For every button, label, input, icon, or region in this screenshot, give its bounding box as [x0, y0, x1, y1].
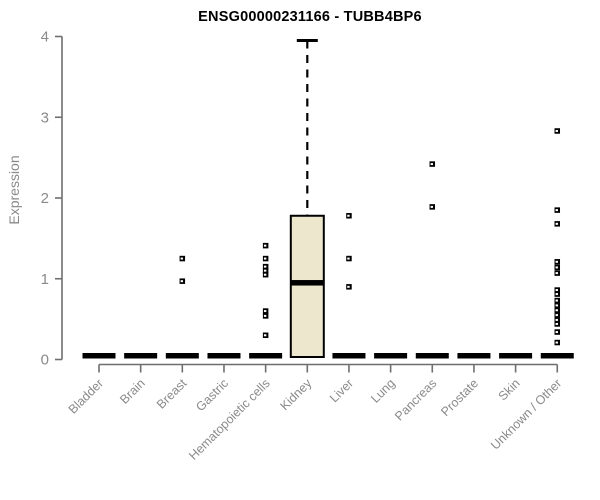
x-tick-label: Brain — [117, 376, 148, 407]
median-line — [540, 353, 574, 359]
outlier-point-center — [263, 273, 267, 276]
median-line — [165, 353, 199, 359]
x-tick-label: Gastric — [193, 376, 231, 414]
outlier-point-center — [555, 209, 558, 212]
outlier-point-center — [263, 334, 267, 337]
outlier-point-center — [555, 129, 558, 132]
median-line — [457, 353, 491, 359]
median-line — [415, 353, 449, 359]
x-tick-label: Breast — [154, 376, 190, 412]
outlier-point-center — [430, 163, 433, 166]
outlier-point-center — [347, 214, 350, 217]
x-tick-label: Unknown / Other — [488, 376, 564, 452]
median-line — [374, 353, 408, 359]
median-line — [249, 353, 283, 359]
outlier-point-center — [555, 318, 558, 321]
x-tick-label: Bladder — [66, 376, 106, 416]
outlier-point-center — [555, 331, 558, 334]
y-tick-label: 0 — [41, 352, 49, 369]
y-tick-label: 2 — [41, 190, 49, 207]
x-tick-label: Prostate — [438, 376, 481, 419]
outlier-point-center — [263, 269, 267, 272]
outlier-point-center — [263, 244, 267, 247]
outlier-point-center — [347, 285, 350, 288]
y-tick-label: 3 — [41, 109, 49, 126]
x-tick-label: Pancreas — [392, 376, 439, 423]
x-tick-label: Kidney — [277, 376, 314, 413]
outlier-point-center — [555, 299, 558, 302]
outlier-point-center — [555, 266, 558, 269]
outlier-point-center — [555, 314, 558, 317]
median-line — [124, 353, 158, 359]
median-line — [207, 353, 241, 359]
outlier-point-center — [555, 222, 558, 225]
outlier-point-center — [555, 293, 558, 296]
outlier-point-center — [263, 310, 267, 313]
outlier-point-center — [347, 257, 350, 260]
box — [289, 214, 325, 358]
x-tick-label: Hematopoietic cells — [186, 376, 273, 463]
x-tick-label: Skin — [496, 376, 523, 403]
outlier-point-center — [430, 205, 433, 208]
y-tick-label: 1 — [41, 271, 49, 288]
x-tick-label: Lung — [368, 376, 398, 406]
median-line — [499, 353, 533, 359]
outlier-point-center — [555, 304, 558, 307]
median-line — [290, 280, 324, 286]
outlier-point-center — [555, 260, 558, 263]
outlier-point-center — [180, 280, 184, 283]
median-line — [82, 353, 116, 359]
outlier-point-center — [555, 309, 558, 312]
y-tick-label: 4 — [41, 29, 49, 46]
outlier-point-center — [555, 289, 558, 292]
chart-title: ENSG00000231166 - TUBB4BP6 — [198, 9, 422, 25]
outlier-point-center — [263, 314, 267, 317]
outlier-point-center — [555, 322, 558, 325]
outlier-point-center — [263, 257, 267, 260]
median-line — [332, 353, 366, 359]
outlier-point-center — [555, 341, 558, 344]
outlier-point-center — [555, 272, 558, 275]
outlier-point-center — [263, 265, 267, 268]
x-tick-label: Liver — [327, 376, 356, 405]
outlier-point-center — [180, 257, 184, 260]
